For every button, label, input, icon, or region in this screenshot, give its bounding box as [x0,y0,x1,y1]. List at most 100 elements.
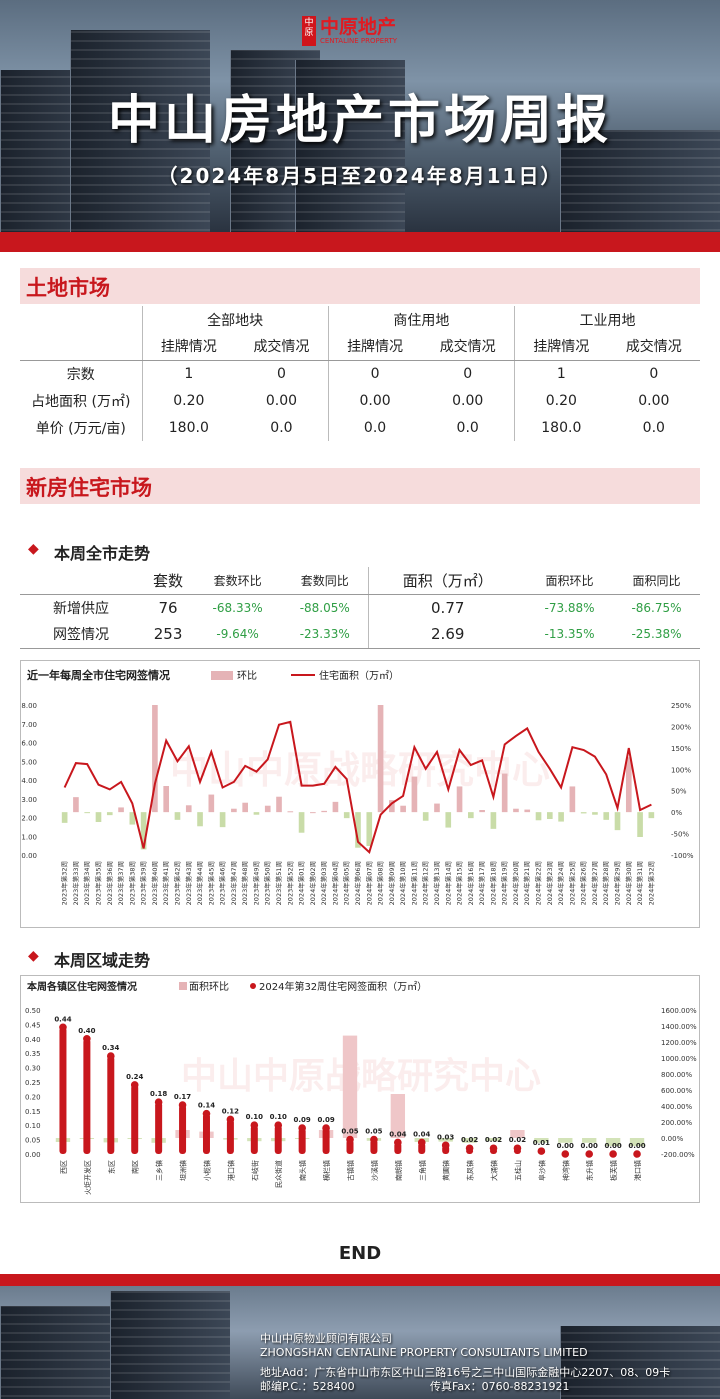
area-bar [226,1119,234,1154]
y-tick-right: 1200.00% [661,1039,697,1047]
mom-bar [637,812,643,837]
area-point [226,1115,235,1124]
cell: 253 [142,621,195,649]
cell: 0.00 [452,392,484,409]
mom-bar [140,812,147,850]
mom-bar [582,1138,597,1143]
table-row: 宗数 1 0 0 0 1 0 [20,360,700,387]
x-tick: 2024年第03周 [319,861,328,905]
col-header: 套数 [142,567,195,595]
y-tick-left: 0.35 [25,1050,41,1058]
x-tick: 三乡镇 [155,1160,164,1181]
mom-bar [366,812,373,846]
logo-cn: 中原地产 [320,16,397,38]
y-tick-left: 0.50 [25,1007,41,1015]
x-tick: 2023年第44周 [195,861,204,905]
x-tick: 古镇镇 [346,1160,355,1181]
mom-bar [625,757,632,813]
mom-bar [343,812,350,819]
data-label: 0.12 [222,1107,239,1115]
area-point [154,1098,163,1106]
subhead: 成交情况 [421,333,515,361]
mom-bar [197,812,203,827]
end-marker: END [338,1243,382,1264]
mom-bar [580,812,587,814]
area-point [465,1144,474,1153]
x-tick: 2023年第52周 [285,861,294,905]
x-tick: 坦洲镇 [179,1160,188,1181]
mom-bar [332,801,339,813]
cell: -25.38% [613,621,700,649]
mom-bar [456,786,463,813]
x-tick: 东凤镇 [466,1160,475,1181]
centaline-logo: 中原 中原地产 CENTALINE PROPERTY [302,16,397,46]
area-point [130,1081,139,1089]
row-label: 网签情况 [20,621,142,649]
x-tick: 2023年第36周 [105,861,114,905]
y-tick-left: 0.00 [21,852,37,860]
footer-company-en: ZHONGSHAN CENTALINE PROPERTY CONSULTANTS… [260,1346,588,1359]
mom-bar [377,705,384,813]
x-tick: 2023年第33周 [71,861,80,905]
x-tick: 2023年第41周 [161,861,170,905]
district-chart-svg: 本周各镇区住宅网签情况 面积环比 2024年第32周住宅网签面积（万㎡） 中山中原战略… [25,980,697,1195]
cell: 0.00 [327,387,422,414]
cell: 0.00 [638,392,670,409]
district-chart: 本周各镇区住宅网签情况 面积环比 2024年第32周住宅网签面积（万㎡） 中山中原战略… [20,975,700,1203]
mom-bar [592,812,598,815]
x-tick: 2024年第16周 [466,861,475,905]
legend-label: 2024年第32周住宅网签面积（万㎡） [259,980,427,993]
mom-bar [152,705,158,813]
cell: 0 [327,360,422,387]
group-header: 工业用地 [514,306,700,333]
y-tick-right: 800.00% [661,1071,692,1079]
cell: 0 [276,365,286,382]
area-point [83,1035,91,1043]
y-tick-right: 1600.00% [661,1007,697,1015]
chart-title: 近一年每周全市住宅网签情况 [27,668,170,682]
x-tick: 2024年第05周 [342,861,351,905]
y-tick-left: 5.00 [21,758,37,766]
area-point [633,1150,641,1158]
area-point [513,1144,522,1153]
x-tick: 2024年第15周 [455,861,464,905]
x-tick: 2023年第49周 [251,861,260,905]
area-point [298,1124,306,1132]
data-label: 0.02 [509,1136,526,1144]
x-tick: 三角镇 [418,1160,427,1181]
y-tick-left: 7.00 [21,721,37,729]
mom-bar [174,812,181,820]
y-tick-right: 50% [671,788,687,796]
area-bar [107,1056,115,1154]
y-tick-right: 1400.00% [661,1023,697,1031]
mom-bar [534,1138,549,1143]
x-tick: 2024年第04周 [330,861,339,905]
subhead: 挂牌情况 [327,333,422,361]
header-red-bar [0,232,720,252]
land-section-header: 土地市场 [20,268,700,304]
area-bar [346,1139,354,1154]
mom-bar [276,796,282,813]
footer-red-bar [0,1274,720,1286]
mom-bar [264,805,271,813]
footer-address: 地址Add：广东省中山市东区中山三路16号之三中山国际金融中心2207、08、0… [260,1366,671,1379]
cell: -88.05% [299,600,350,615]
data-label: 0.44 [54,1015,71,1023]
x-tick: 2024年第14周 [443,861,452,905]
cell: 180.0 [141,414,236,441]
mom-bar [510,1130,525,1138]
mom-bar [648,812,655,819]
x-tick: 2024年第06周 [353,861,362,905]
x-tick: 2024年第25周 [567,861,576,905]
data-label: 0.18 [150,1090,167,1098]
x-tick: 2024年第28周 [601,861,610,905]
y-tick-left: 0.40 [25,1036,41,1044]
logo-mark: 中原 [302,16,316,46]
subhead: 挂牌情况 [513,333,608,361]
x-tick: 2024年第24周 [556,861,565,905]
mom-bar [208,794,215,813]
x-tick: 2023年第48周 [240,861,249,905]
row-label: 占地面积 (万㎡) [31,393,131,410]
y-tick-left: 0.20 [25,1093,41,1101]
newhome-section-title: 新房住宅市场 [26,476,152,500]
